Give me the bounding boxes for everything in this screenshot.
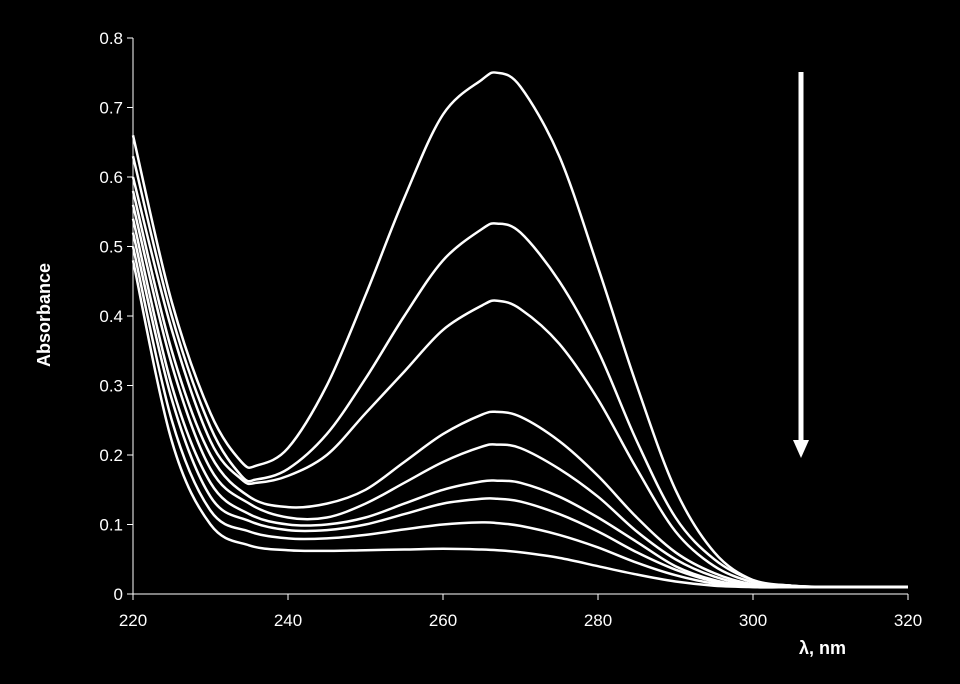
spectrum-line-9 xyxy=(131,260,908,589)
x-tick-label: 240 xyxy=(274,611,302,630)
x-tick-label: 220 xyxy=(119,611,147,630)
y-tick-label: 0.8 xyxy=(99,29,123,48)
x-tick-label: 320 xyxy=(894,611,922,630)
x-tick-label: 300 xyxy=(739,611,767,630)
spectrum-line-2 xyxy=(131,155,909,589)
arrow-down-icon xyxy=(793,72,809,458)
y-tick-label: 0.1 xyxy=(99,516,123,535)
y-tick-label: 0.4 xyxy=(99,307,123,326)
series-group xyxy=(131,71,909,589)
x-tick-label: 280 xyxy=(584,611,612,630)
y-tick-label: 0.3 xyxy=(99,377,123,396)
x-axis-title: λ, nm xyxy=(799,638,846,658)
y-tick-label: 0 xyxy=(114,585,123,604)
y-tick-label: 0.5 xyxy=(99,238,123,257)
spectrum-line-1 xyxy=(131,71,909,589)
x-tick-label: 260 xyxy=(429,611,457,630)
y-tick-label: 0.6 xyxy=(99,168,123,187)
y-tick-label: 0.2 xyxy=(99,446,123,465)
spectrum-line-4 xyxy=(131,190,909,589)
y-tick-label: 0.7 xyxy=(99,99,123,118)
x-ticks: 220 240 260 280 300 320 xyxy=(119,594,922,630)
y-axis-title: Absorbance xyxy=(34,263,54,367)
spectrum-line-3 xyxy=(131,176,909,589)
y-ticks: 0 0.1 0.2 0.3 0.4 0.5 0.6 0.7 0.8 xyxy=(99,29,133,604)
spectrum-line-5 xyxy=(131,204,908,589)
